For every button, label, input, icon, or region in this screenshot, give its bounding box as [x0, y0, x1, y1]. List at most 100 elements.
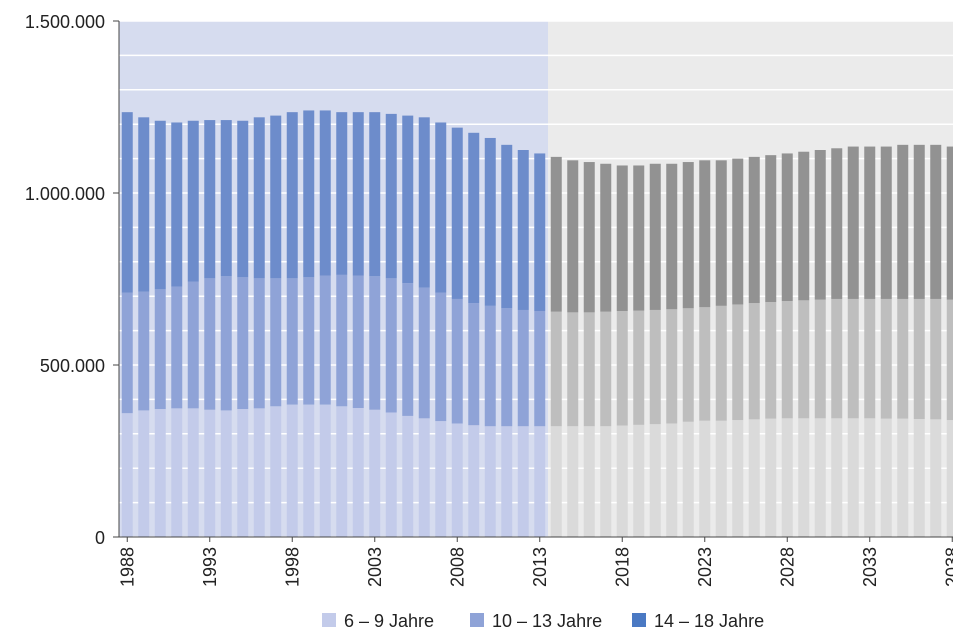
- bar-segment: [781, 153, 793, 302]
- bar-segment: [501, 426, 513, 537]
- bar-segment: [435, 421, 447, 537]
- bar-segment: [237, 409, 249, 537]
- bar-segment: [435, 292, 447, 422]
- bar-segment: [715, 420, 727, 537]
- legend-label: 14 – 18 Jahre: [654, 611, 764, 631]
- bar-segment: [946, 146, 953, 300]
- bar-segment: [748, 303, 760, 420]
- bar-segment: [847, 418, 859, 537]
- bar-segment: [748, 419, 760, 537]
- bar-segment: [550, 426, 562, 537]
- legend-label: 10 – 13 Jahre: [492, 611, 602, 631]
- bar-segment: [369, 112, 381, 277]
- bar-segment: [946, 420, 953, 537]
- bar-segment: [352, 408, 364, 537]
- bar-segment: [616, 165, 628, 311]
- y-tick-label: 1.500.000: [25, 12, 105, 32]
- bar-segment: [336, 112, 348, 275]
- bar-segment: [270, 406, 282, 537]
- bar-segment: [567, 312, 579, 427]
- bar-segment: [418, 117, 430, 288]
- bar-segment: [633, 424, 645, 537]
- bar-segment: [814, 299, 826, 419]
- bar-segment: [666, 423, 678, 537]
- bar-segment: [385, 412, 397, 537]
- legend-swatch: [322, 613, 336, 627]
- x-tick-label: 2008: [447, 547, 467, 587]
- bar-segment: [897, 144, 909, 299]
- bar-segment: [336, 274, 348, 407]
- bar-segment: [633, 310, 645, 425]
- bar-segment: [237, 277, 249, 410]
- bar-segment: [649, 309, 661, 425]
- bar-segment: [567, 160, 579, 313]
- bar-segment: [864, 298, 876, 419]
- legend-swatch: [632, 613, 646, 627]
- bar-segment: [913, 419, 925, 537]
- y-tick-label: 1.000.000: [25, 184, 105, 204]
- bar-segment: [451, 423, 463, 537]
- bar-segment: [220, 276, 232, 411]
- bar-segment: [913, 298, 925, 420]
- bar-segment: [286, 278, 298, 405]
- bar-segment: [385, 113, 397, 279]
- x-tick-label: 1988: [117, 547, 137, 587]
- bar-segment: [303, 110, 315, 278]
- bar-segment: [286, 404, 298, 537]
- bar-segment: [880, 298, 892, 419]
- bar-segment: [715, 160, 727, 306]
- bar-segment: [121, 112, 133, 293]
- bar-segment: [616, 425, 628, 537]
- bar-segment: [204, 120, 216, 279]
- bar-segment: [847, 298, 859, 419]
- bar-segment: [765, 418, 777, 537]
- bar-segment: [534, 153, 546, 311]
- history-background: [119, 21, 548, 537]
- bar-segment: [864, 146, 876, 299]
- bar-segment: [501, 308, 513, 427]
- x-tick-label: 2003: [365, 547, 385, 587]
- bar-segment: [187, 120, 199, 282]
- y-tick-label: 500.000: [40, 356, 105, 376]
- bar-segment: [402, 415, 414, 537]
- bar-segment: [781, 301, 793, 419]
- bar-segment: [501, 144, 513, 309]
- bar-segment: [748, 156, 760, 304]
- legend-label: 6 – 9 Jahre: [344, 611, 434, 631]
- x-tick-label: 2018: [612, 547, 632, 587]
- bar-segment: [385, 278, 397, 413]
- bar-segment: [880, 418, 892, 537]
- bar-segment: [352, 112, 364, 276]
- bar-segment: [468, 425, 480, 537]
- bar-segment: [237, 120, 249, 278]
- bar-segment: [187, 408, 199, 537]
- bar-segment: [798, 151, 810, 301]
- bar-segment: [649, 424, 661, 537]
- bar-segment: [517, 309, 529, 427]
- bar-segment: [204, 278, 216, 410]
- bar-segment: [897, 418, 909, 537]
- bar-segment: [253, 117, 265, 279]
- bar-segment: [319, 404, 331, 537]
- x-tick-label: 1993: [200, 547, 220, 587]
- bar-segment: [682, 421, 694, 537]
- bar-segment: [666, 309, 678, 424]
- bar-segment: [171, 408, 183, 537]
- bar-segment: [286, 112, 298, 279]
- x-tick-label: 2013: [530, 547, 550, 587]
- bar-segment: [682, 308, 694, 422]
- bar-segment: [732, 158, 744, 305]
- bar-segment: [484, 137, 496, 306]
- x-tick-label: 2038: [942, 547, 953, 587]
- bar-segment: [154, 409, 166, 537]
- bar-segment: [633, 165, 645, 311]
- bar-segment: [715, 305, 727, 421]
- bar-segment: [847, 146, 859, 299]
- bar-segment: [567, 426, 579, 537]
- bar-segment: [451, 298, 463, 424]
- bar-segment: [121, 413, 133, 537]
- bar-segment: [831, 418, 843, 537]
- bar-segment: [583, 426, 595, 537]
- bar-segment: [270, 115, 282, 279]
- bar-segment: [484, 305, 496, 427]
